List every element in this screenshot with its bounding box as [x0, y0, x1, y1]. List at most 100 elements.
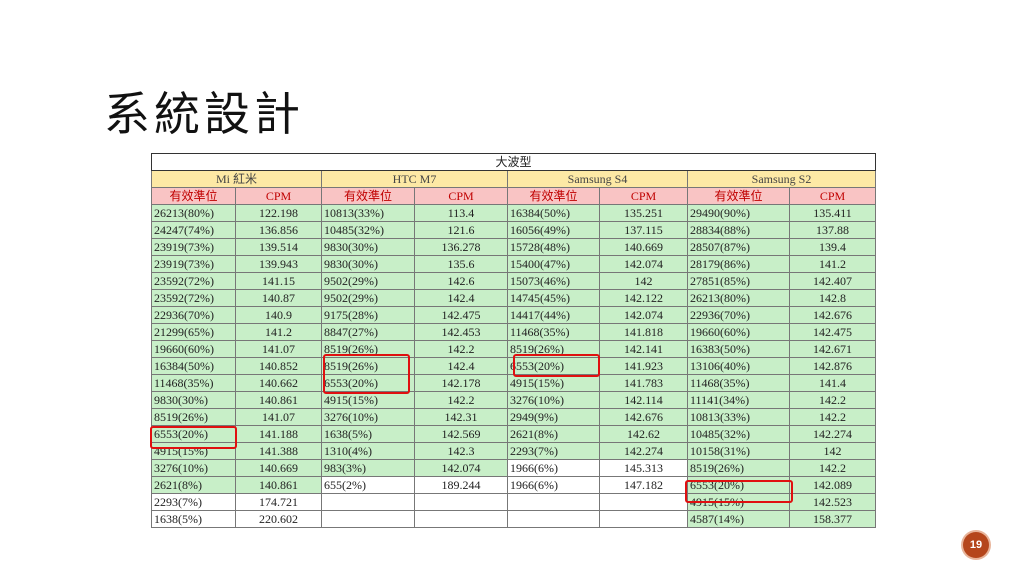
level-cell: 23592(72%) [151, 289, 236, 307]
level-cell: 13106(40%) [687, 357, 790, 375]
level-cell: 19660(60%) [151, 340, 236, 358]
level-cell: 9830(30%) [321, 255, 415, 273]
slide-title: 系統設計 [104, 87, 304, 141]
table-row: 1638(5%) 220.602 4587(14%) 158.377 [151, 510, 877, 528]
level-cell: 11141(34%) [687, 391, 790, 409]
cpm-cell: 147.182 [599, 476, 688, 494]
cpm-cell: 141.783 [599, 374, 688, 392]
level-cell: 15728(48%) [507, 238, 600, 256]
table-row: 24247(74%) 136.856 10485(32%) 121.6 16056(49… [151, 221, 877, 239]
cpm-cell: 141.4 [788, 374, 877, 392]
device-mi: Mi 紅米 [151, 170, 322, 188]
cpm-cell: 140.861 [235, 476, 322, 494]
level-cell: 16383(50%) [687, 340, 790, 358]
cpm-cell: 142.407 [788, 272, 877, 290]
table-row: 11468(35%) 140.662 6553(20%) 142.178 4915(15… [151, 374, 877, 392]
level-cell: 1638(5%) [151, 510, 236, 528]
level-cell: 1966(6%) [507, 459, 600, 477]
cpm-cell: 142.676 [788, 306, 877, 324]
col-header-level: 有效準位 [321, 187, 415, 205]
cpm-cell: 142.274 [599, 442, 688, 460]
cpm-cell: 136.278 [414, 238, 508, 256]
level-cell: 29490(90%) [687, 204, 790, 222]
table-row: 19660(60%) 141.07 8519(26%) 142.2 8519(26%) 1… [151, 340, 877, 358]
level-cell: 10813(33%) [321, 204, 415, 222]
level-cell: 15400(47%) [507, 255, 600, 273]
col-header-level: 有效準位 [687, 187, 790, 205]
level-cell: 26213(80%) [687, 289, 790, 307]
device-htc-m7: HTC M7 [321, 170, 508, 188]
cpm-cell: 220.602 [235, 510, 322, 528]
level-cell: 10485(32%) [687, 425, 790, 443]
table-row: 2621(8%) 140.861 655(2%) 189.244 1966(6%) 147… [151, 476, 877, 494]
level-cell: 22936(70%) [151, 306, 236, 324]
level-cell: 8519(26%) [151, 408, 236, 426]
level-cell [321, 493, 415, 511]
cpm-cell: 142.8 [788, 289, 877, 307]
cpm-cell [599, 510, 688, 528]
cpm-cell [599, 493, 688, 511]
level-cell: 9502(29%) [321, 272, 415, 290]
level-cell: 14745(45%) [507, 289, 600, 307]
table-row: 22936(70%) 140.9 9175(28%) 142.475 14417(44%… [151, 306, 877, 324]
level-cell: 4915(15%) [321, 391, 415, 409]
table-row: 8519(26%) 141.07 3276(10%) 142.31 2949(9%) 14… [151, 408, 877, 426]
level-cell: 16384(50%) [151, 357, 236, 375]
level-cell: 2293(7%) [151, 493, 236, 511]
cpm-cell: 142.475 [414, 306, 508, 324]
level-cell: 23919(73%) [151, 255, 236, 273]
results-table-container: 大波型 Mi 紅米 HTC M7 Samsung S4 Samsung S2 有… [150, 153, 877, 528]
level-cell: 11468(35%) [151, 374, 236, 392]
level-cell: 9175(28%) [321, 306, 415, 324]
cpm-cell: 142.114 [599, 391, 688, 409]
cpm-cell: 142.31 [414, 408, 508, 426]
table-title-row: 大波型 [150, 153, 877, 171]
cpm-cell: 135.251 [599, 204, 688, 222]
level-cell: 1966(6%) [507, 476, 600, 494]
level-cell: 10158(31%) [687, 442, 790, 460]
level-cell: 2621(8%) [151, 476, 236, 494]
cpm-cell: 142.475 [788, 323, 877, 341]
cpm-cell: 137.115 [599, 221, 688, 239]
level-cell: 28834(88%) [687, 221, 790, 239]
level-cell: 4915(15%) [507, 374, 600, 392]
level-cell [507, 493, 600, 511]
cpm-cell: 140.669 [235, 459, 322, 477]
cpm-cell: 142.074 [599, 306, 688, 324]
cpm-cell: 141.923 [599, 357, 688, 375]
col-header-cpm: CPM [788, 187, 877, 205]
level-cell: 16384(50%) [507, 204, 600, 222]
cpm-cell: 113.4 [414, 204, 508, 222]
level-cell: 23592(72%) [151, 272, 236, 290]
cpm-cell: 142.274 [788, 425, 877, 443]
col-header-cpm: CPM [599, 187, 688, 205]
level-cell: 19660(60%) [687, 323, 790, 341]
level-cell: 8519(26%) [507, 340, 600, 358]
cpm-cell: 141.15 [235, 272, 322, 290]
cpm-cell: 140.852 [235, 357, 322, 375]
table-row: 21299(65%) 141.2 8847(27%) 142.453 11468(35%… [151, 323, 877, 341]
cpm-cell: 142.62 [599, 425, 688, 443]
cpm-cell: 145.313 [599, 459, 688, 477]
cpm-cell: 139.943 [235, 255, 322, 273]
level-cell: 22936(70%) [687, 306, 790, 324]
level-cell: 8519(26%) [321, 357, 415, 375]
cpm-cell: 174.721 [235, 493, 322, 511]
device-header-row: Mi 紅米 HTC M7 Samsung S4 Samsung S2 [151, 170, 877, 188]
level-cell [321, 510, 415, 528]
table-row: 23592(72%) 141.15 9502(29%) 142.6 15073(46%)… [151, 272, 877, 290]
table-row: 4915(15%) 141.388 1310(4%) 142.3 2293(7%) 142… [151, 442, 877, 460]
level-cell: 3276(10%) [151, 459, 236, 477]
cpm-cell: 136.856 [235, 221, 322, 239]
cpm-cell: 142.6 [414, 272, 508, 290]
level-cell: 14417(44%) [507, 306, 600, 324]
device-samsung-s2: Samsung S2 [686, 170, 877, 188]
cpm-cell: 135.6 [414, 255, 508, 273]
level-cell: 28179(86%) [687, 255, 790, 273]
cpm-cell: 142.676 [599, 408, 688, 426]
table-row: 3276(10%) 140.669 983(3%) 142.074 1966(6%) 14… [151, 459, 877, 477]
cpm-cell: 135.411 [788, 204, 877, 222]
cpm-cell: 142.4 [414, 289, 508, 307]
level-cell: 1310(4%) [321, 442, 415, 460]
level-cell: 655(2%) [321, 476, 415, 494]
